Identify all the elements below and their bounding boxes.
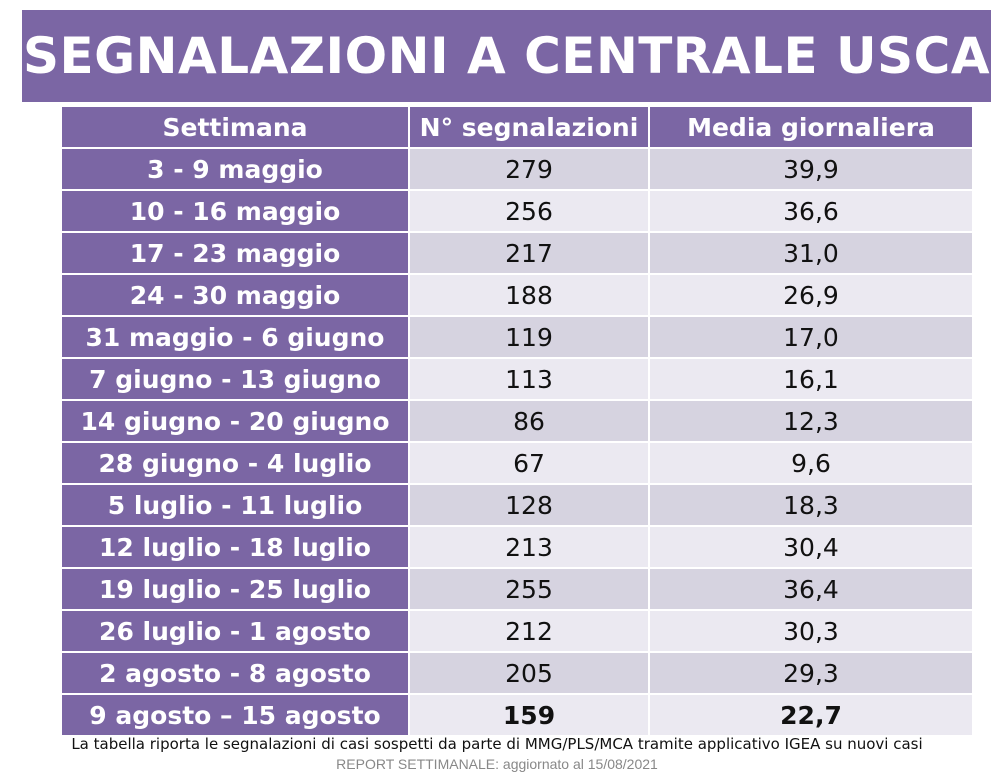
weekly-reports-table: Settimana N° segnalazioni Media giornali…	[62, 107, 972, 737]
week-cell: 2 agosto - 8 agosto	[62, 653, 410, 695]
reports-cell: 159	[410, 695, 650, 737]
week-cell: 26 luglio - 1 agosto	[62, 611, 410, 653]
daily-average-cell: 36,4	[650, 569, 972, 611]
column-header-reports: N° segnalazioni	[410, 107, 650, 149]
table-row: 5 luglio - 11 luglio 128 18,3	[62, 485, 972, 527]
table-row: 2 agosto - 8 agosto 205 29,3	[62, 653, 972, 695]
table-header-row: Settimana N° segnalazioni Media giornali…	[62, 107, 972, 149]
daily-average-cell: 30,4	[650, 527, 972, 569]
week-cell: 31 maggio - 6 giugno	[62, 317, 410, 359]
reports-cell: 119	[410, 317, 650, 359]
week-cell: 7 giugno - 13 giugno	[62, 359, 410, 401]
report-updated-note: REPORT SETTIMANALE: aggiornato al 15/08/…	[336, 756, 658, 772]
daily-average-cell: 17,0	[650, 317, 972, 359]
week-cell: 28 giugno - 4 luglio	[62, 443, 410, 485]
reports-cell: 212	[410, 611, 650, 653]
table-row: 17 - 23 maggio 217 31,0	[62, 233, 972, 275]
daily-average-cell: 29,3	[650, 653, 972, 695]
table-row: 12 luglio - 18 luglio 213 30,4	[62, 527, 972, 569]
daily-average-cell: 36,6	[650, 191, 972, 233]
daily-average-cell: 30,3	[650, 611, 972, 653]
table-row: 14 giugno - 20 giugno 86 12,3	[62, 401, 972, 443]
reports-cell: 86	[410, 401, 650, 443]
daily-average-cell: 18,3	[650, 485, 972, 527]
page-title: SEGNALAZIONI A CENTRALE USCA	[22, 27, 991, 85]
week-cell: 14 giugno - 20 giugno	[62, 401, 410, 443]
table-row: 31 maggio - 6 giugno 119 17,0	[62, 317, 972, 359]
column-header-daily-average: Media giornaliera	[650, 107, 972, 149]
week-cell: 10 - 16 maggio	[62, 191, 410, 233]
daily-average-cell: 16,1	[650, 359, 972, 401]
table-row: 10 - 16 maggio 256 36,6	[62, 191, 972, 233]
reports-cell: 128	[410, 485, 650, 527]
table-row: 7 giugno - 13 giugno 113 16,1	[62, 359, 972, 401]
reports-cell: 279	[410, 149, 650, 191]
week-cell: 19 luglio - 25 luglio	[62, 569, 410, 611]
daily-average-cell: 22,7	[650, 695, 972, 737]
table-row: 3 - 9 maggio 279 39,9	[62, 149, 972, 191]
reports-cell: 256	[410, 191, 650, 233]
daily-average-cell: 26,9	[650, 275, 972, 317]
reports-cell: 217	[410, 233, 650, 275]
week-cell: 17 - 23 maggio	[62, 233, 410, 275]
reports-cell: 255	[410, 569, 650, 611]
reports-cell: 113	[410, 359, 650, 401]
table-row-latest-week: 9 agosto – 15 agosto 159 22,7	[62, 695, 972, 737]
reports-cell: 205	[410, 653, 650, 695]
reports-cell: 188	[410, 275, 650, 317]
table-footnote: La tabella riporta le segnalazioni di ca…	[71, 735, 923, 753]
table-row: 19 luglio - 25 luglio 255 36,4	[62, 569, 972, 611]
table-row: 28 giugno - 4 luglio 67 9,6	[62, 443, 972, 485]
reports-cell: 213	[410, 527, 650, 569]
week-cell: 12 luglio - 18 luglio	[62, 527, 410, 569]
week-cell: 3 - 9 maggio	[62, 149, 410, 191]
reports-cell: 67	[410, 443, 650, 485]
week-cell: 9 agosto – 15 agosto	[62, 695, 410, 737]
title-banner: SEGNALAZIONI A CENTRALE USCA	[22, 10, 991, 102]
daily-average-cell: 9,6	[650, 443, 972, 485]
daily-average-cell: 31,0	[650, 233, 972, 275]
daily-average-cell: 12,3	[650, 401, 972, 443]
week-cell: 24 - 30 maggio	[62, 275, 410, 317]
column-header-week: Settimana	[62, 107, 410, 149]
daily-average-cell: 39,9	[650, 149, 972, 191]
table-row: 24 - 30 maggio 188 26,9	[62, 275, 972, 317]
table-row: 26 luglio - 1 agosto 212 30,3	[62, 611, 972, 653]
week-cell: 5 luglio - 11 luglio	[62, 485, 410, 527]
